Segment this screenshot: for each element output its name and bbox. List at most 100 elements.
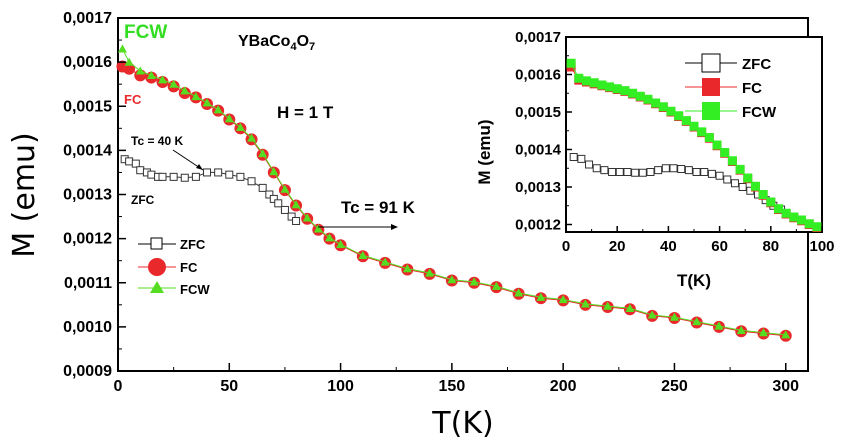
inset-point-fcw	[804, 219, 814, 229]
inset-point-zfc	[692, 168, 701, 176]
main-point-zfc	[274, 199, 283, 208]
inset-point-fcw	[620, 86, 630, 96]
main-point-fcw	[514, 288, 524, 297]
inset-point-fcw	[643, 94, 653, 104]
inset-point-fcw	[766, 197, 776, 207]
main-ytick-label: 0,0017	[63, 10, 112, 27]
tc-low-annotation: Tc = 40 K	[131, 134, 183, 148]
main-ytick-label: 0,0010	[63, 319, 112, 336]
inset-ytick-label: 0,0013	[515, 179, 561, 196]
inset-point-fcw	[773, 204, 783, 214]
inset-point-fcw	[750, 181, 760, 191]
inset-point-fcw	[689, 121, 699, 131]
inset-legend: ZFC FC FCW	[685, 53, 777, 121]
inset-point-zfc	[631, 168, 640, 177]
main-point-fcw	[124, 57, 134, 66]
main-point-fcw	[324, 233, 334, 242]
main-point-fcw	[224, 114, 234, 123]
main-point-fcw	[247, 133, 257, 142]
inset-point-zfc	[738, 183, 747, 191]
legend-fcw-marker	[150, 281, 164, 293]
inset-point-fcw	[758, 190, 768, 199]
inset-point-zfc	[638, 168, 647, 177]
inset-legend-fcw-label: FCW	[742, 104, 777, 121]
main-point-fcw	[781, 330, 791, 339]
main-point-zfc	[265, 190, 274, 199]
inset-legend-zfc-marker	[701, 53, 721, 73]
inset-point-zfc	[646, 168, 655, 176]
main-point-fcw	[213, 105, 223, 114]
inset-point-fcw	[666, 106, 676, 116]
main-point-fcw	[358, 250, 368, 259]
main-point-fcw	[469, 277, 479, 286]
inset-point-fcw	[574, 73, 584, 83]
inset-point-zfc	[608, 168, 617, 176]
inset-point-zfc	[569, 153, 578, 161]
inset-point-fcw	[789, 212, 799, 222]
main-ytick-label: 0,0013	[63, 187, 112, 204]
main-point-fcw	[336, 239, 346, 248]
main-legend: ZFC FC FCW	[138, 237, 210, 297]
inset-point-zfc	[723, 175, 732, 184]
main-xtick-label: 100	[327, 378, 354, 395]
main-x-axis-label: T(K)	[431, 406, 493, 441]
inset-point-fcw	[720, 148, 730, 157]
main-point-zfc	[131, 159, 140, 168]
inset-point-fcw	[651, 98, 661, 108]
main-xtick-label: 0	[114, 378, 123, 395]
main-xtick-label: 150	[439, 378, 466, 395]
inset-xtick-label: 20	[609, 238, 626, 255]
inset-point-fcw	[797, 215, 807, 225]
main-point-zfc	[287, 212, 296, 221]
main-point-fcw	[558, 295, 568, 304]
main-point-fcw	[158, 75, 168, 84]
main-ytick-label: 0,0011	[64, 275, 112, 292]
main-point-fcw	[169, 79, 179, 88]
main-point-fcw	[135, 66, 145, 75]
main-point-fcw	[603, 301, 613, 310]
inset-legend-fc-label: FC	[742, 80, 762, 97]
main-point-zfc	[236, 172, 245, 181]
main-point-fcw	[235, 122, 245, 132]
main-xtick-label: 200	[550, 378, 577, 395]
inset-point-fcw	[635, 91, 645, 101]
main-point-fcw	[402, 264, 412, 273]
tc-high-annotation: Tc = 91 K	[341, 198, 416, 217]
inset-xtick-label: 100	[809, 238, 834, 255]
legend-zfc-marker	[150, 237, 163, 250]
main-point-fcw	[580, 299, 590, 308]
main-point-fcw	[625, 303, 635, 312]
fcw-annotation: FCW	[124, 22, 167, 43]
inset-ytick-label: 0,0016	[515, 67, 561, 84]
main-point-zfc	[136, 166, 145, 175]
main-point-fcw	[313, 224, 323, 233]
main-point-fcw	[291, 200, 301, 209]
inset-x-axis-label: T(K)	[677, 271, 711, 290]
main-xtick-label: 250	[661, 378, 688, 395]
inset-point-zfc	[677, 165, 686, 173]
inset-y-axis-label: M (emu)	[475, 119, 494, 184]
inset-point-zfc	[669, 164, 678, 173]
main-point-fcw	[258, 148, 268, 158]
main-ytick-label: 0,0016	[63, 54, 112, 71]
main-ytick-label: 0,0015	[63, 98, 112, 115]
tc-low-arrow-head	[196, 164, 203, 170]
legend-fc-marker	[148, 258, 166, 276]
main-point-fcw	[302, 213, 312, 222]
title-base: YBaCo	[238, 33, 291, 50]
inset-point-zfc	[577, 154, 586, 163]
main-point-fcw	[491, 281, 501, 290]
main-ytick-label: 0,0014	[63, 142, 112, 159]
main-point-fcw	[669, 312, 679, 321]
inset-point-zfc	[592, 164, 601, 173]
main-point-fcw	[447, 275, 457, 284]
main-point-fcw	[117, 44, 127, 53]
main-point-fcw	[647, 310, 657, 319]
inset-point-fcw	[712, 140, 722, 150]
main-xtick-label: 300	[772, 378, 799, 395]
main-point-fcw	[202, 98, 212, 107]
title-sub2: 7	[309, 41, 315, 53]
inset-point-fcw	[743, 173, 753, 183]
main-point-zfc	[203, 168, 212, 177]
tc-high-arrow-head	[391, 224, 398, 230]
